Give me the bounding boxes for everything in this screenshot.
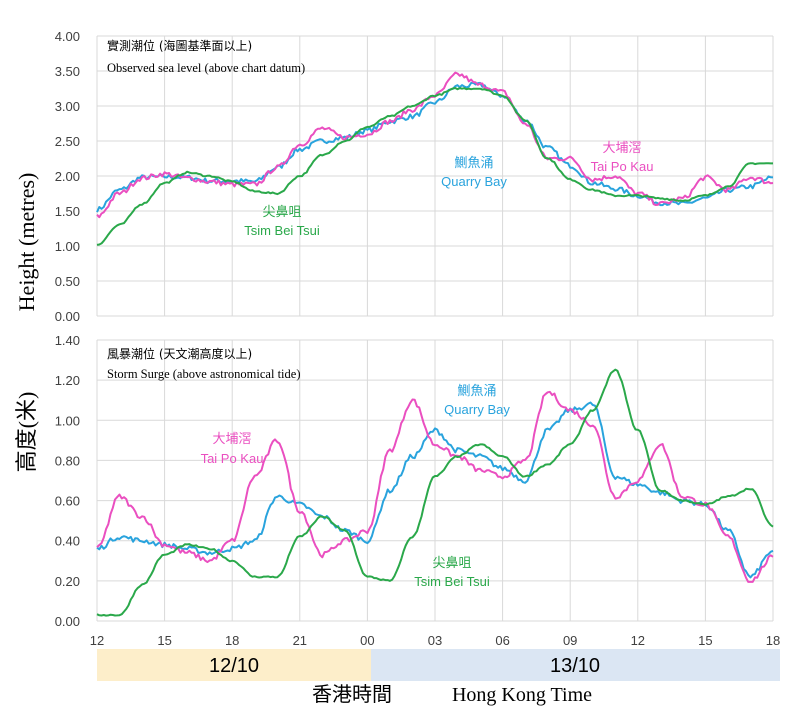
- panel1-y-tick-label: 3.50: [55, 64, 80, 79]
- x-tick-label: 12: [90, 633, 104, 648]
- x-axis-title-zh: 香港時間: [312, 683, 392, 706]
- panel1-label-tai-po-kau-zh: 大埔滘: [602, 140, 641, 155]
- panel1-y-tick-label: 2.50: [55, 134, 80, 149]
- panel2-series-tsim-bei-tsui: [96, 368, 774, 617]
- date-band-13-10: [371, 649, 780, 681]
- observed-sea-level-panel: 0.00 0.50 1.00 1.50 2.00 2.50 3.00 3.50 4.00: [55, 29, 774, 324]
- y-axis-title-zh: 高度(米): [14, 392, 39, 473]
- panel2-title-zh: 風暴潮位 (天文潮高度以上): [107, 346, 252, 361]
- panel2-series-tai-po-kau: [96, 390, 774, 583]
- date-label-13-10: 13/10: [550, 655, 600, 677]
- x-tick-label: 00: [360, 633, 374, 648]
- panel1-label-tsim-bei-tsui-zh: 尖鼻咀: [262, 204, 301, 219]
- x-tick-label: 18: [766, 633, 780, 648]
- panel1-series-tsim-bei-tsui: [96, 87, 773, 246]
- x-tick-label: 06: [495, 633, 509, 648]
- panel1-title-zh: 實測潮位 (海圖基準面以上): [107, 38, 252, 53]
- panel1-y-tick-label: 2.00: [55, 169, 80, 184]
- x-tick-label: 12: [631, 633, 645, 648]
- date-label-12-10: 12/10: [209, 655, 259, 677]
- panel2-label-quarry-bay-zh: 鰂魚涌: [457, 383, 496, 398]
- x-tick-label: 09: [563, 633, 577, 648]
- panel2-y-tick-label: 0.00: [55, 614, 80, 629]
- panel2-y-tick-label: 0.60: [55, 494, 80, 509]
- panel1-y-tick-label: 0.50: [55, 274, 80, 289]
- panel1-title-en: Observed sea level (above chart datum): [107, 61, 305, 75]
- panel2-label-tai-po-kau-zh: 大埔滘: [212, 431, 251, 446]
- storm-surge-panel: 0.00 0.20 0.40 0.60 0.80 1.00 1.20 1.40: [55, 333, 774, 629]
- panel2-label-tsim-bei-tsui-zh: 尖鼻咀: [432, 555, 471, 570]
- x-tick-label: 03: [428, 633, 442, 648]
- panel2-y-tick-label: 0.20: [55, 574, 80, 589]
- panel2-label-tai-po-kau-en: Tai Po Kau: [201, 451, 264, 466]
- panel1-y-tick-label: 1.50: [55, 204, 80, 219]
- panel2-label-quarry-bay-en: Quarry Bay: [444, 402, 510, 417]
- date-band-12-10: [97, 649, 371, 681]
- x-tick-label: 18: [225, 633, 239, 648]
- y-axis-title-en: Height (metres): [14, 173, 39, 312]
- panel1-y-tick-label: 0.00: [55, 309, 80, 324]
- panel2-label-tsim-bei-tsui-en: Tsim Bei Tsui: [414, 574, 490, 589]
- panel2-series-quarry-bay: [96, 401, 774, 579]
- panel2-y-tick-label: 1.40: [55, 333, 80, 348]
- panel1-y-tick-label: 4.00: [55, 29, 80, 44]
- panel1-y-tick-label: 3.00: [55, 99, 80, 114]
- panel1-y-tick-label: 1.00: [55, 239, 80, 254]
- panel2-y-tick-label: 0.80: [55, 453, 80, 468]
- x-tick-label: 15: [157, 633, 171, 648]
- panel1-label-quarry-bay-en: Quarry Bay: [441, 174, 507, 189]
- x-tick-labels: 12 15 18 21 00 03 06 09 12 15 18: [90, 633, 780, 648]
- panel2-y-tick-label: 1.00: [55, 413, 80, 428]
- x-tick-label: 15: [698, 633, 712, 648]
- x-tick-label: 21: [293, 633, 307, 648]
- panel2-y-tick-label: 0.40: [55, 534, 80, 549]
- x-axis-title-en: Hong Kong Time: [452, 684, 592, 706]
- panel1-label-quarry-bay-zh: 鰂魚涌: [454, 155, 493, 170]
- panel1-label-tsim-bei-tsui-en: Tsim Bei Tsui: [244, 223, 320, 238]
- panel2-title-en: Storm Surge (above astronomical tide): [107, 367, 300, 381]
- panel2-y-tick-label: 1.20: [55, 373, 80, 388]
- panel1-label-tai-po-kau-en: Tai Po Kau: [591, 159, 654, 174]
